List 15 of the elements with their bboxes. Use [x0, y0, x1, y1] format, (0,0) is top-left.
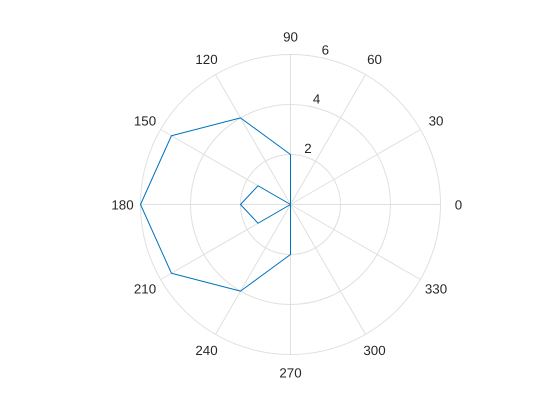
- spoke-label: 330: [424, 282, 448, 296]
- spoke-label: 90: [283, 30, 298, 44]
- spoke-label: 210: [134, 282, 156, 296]
- spoke-label: 120: [195, 52, 218, 68]
- y-tick-label: 6: [322, 42, 330, 58]
- y-tick-label: 4: [312, 92, 321, 107]
- spoke-label: 180: [111, 198, 134, 212]
- spoke-label: 60: [367, 52, 382, 68]
- spoke-label: 270: [279, 366, 302, 380]
- spoke-label: 30: [428, 114, 444, 128]
- spoke-label: 150: [134, 114, 156, 128]
- y-tick-label: 2: [304, 140, 312, 156]
- spoke-label: 240: [195, 342, 218, 358]
- spoke-label: 300: [363, 342, 386, 358]
- spoke-label: 0: [454, 198, 462, 212]
